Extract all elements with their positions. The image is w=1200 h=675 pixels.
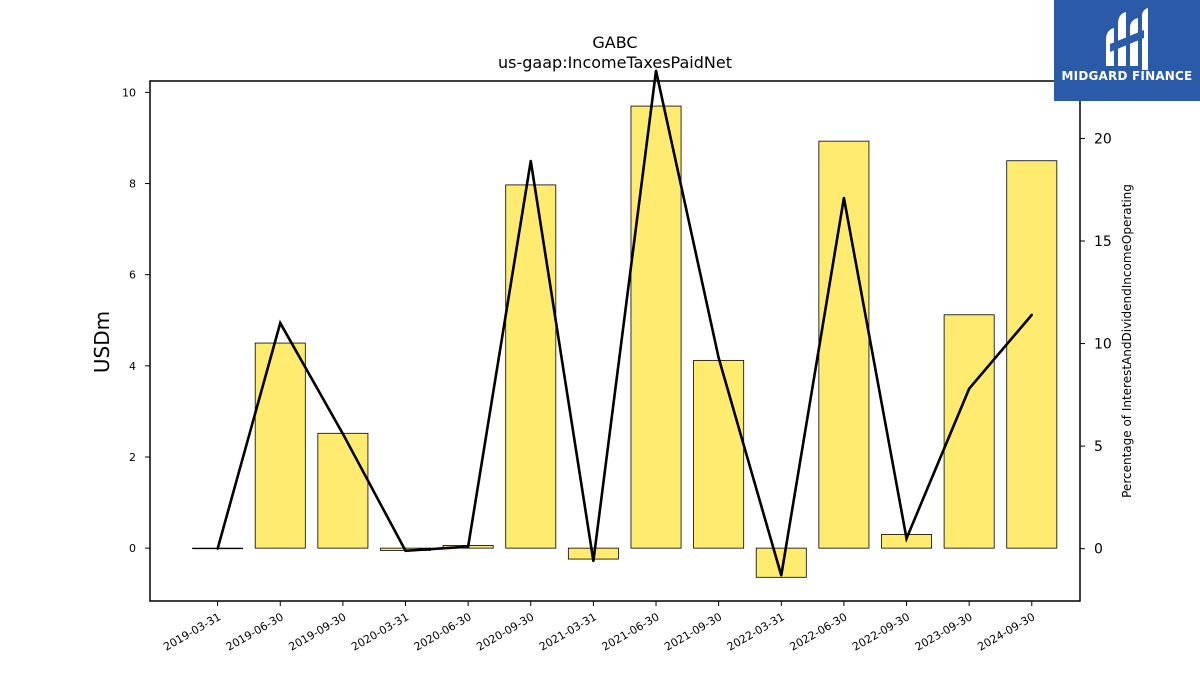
line-group	[216, 69, 1033, 577]
bar-2019-06-30	[254, 342, 306, 549]
y-tick-label: 8	[129, 178, 136, 191]
series-line	[216, 70, 1033, 576]
bar-2021-09-30	[693, 359, 745, 549]
bar-2021-06-30	[630, 105, 682, 549]
bar-2020-09-30	[505, 184, 557, 549]
y-tick-label: 4	[129, 360, 136, 373]
x-tick-label: 2021-06-30	[600, 610, 662, 653]
x-tick-label: 2022-06-30	[788, 610, 850, 653]
line-point-2021-09-30	[717, 356, 720, 360]
x-tick-label: 2021-03-31	[537, 610, 599, 653]
x-tick-label: 2020-03-31	[349, 610, 411, 653]
midgard-logo-icon	[1106, 8, 1148, 70]
x-tick-label: 2022-09-30	[850, 610, 912, 653]
bar-2022-06-30	[818, 140, 870, 549]
bar-2024-09-30	[1006, 160, 1058, 549]
y2-tick-label: 10	[1094, 337, 1112, 353]
line-point-2020-09-30	[529, 159, 532, 163]
y2-tick-label: 5	[1094, 439, 1103, 455]
y-axis-label: USDm	[90, 311, 114, 373]
line-point-2022-09-30	[905, 537, 908, 540]
bar-2019-09-30	[317, 432, 369, 549]
x-tick-label: 2020-06-30	[412, 610, 474, 653]
y-tick-label: 6	[129, 269, 136, 282]
line-point-2021-06-30	[654, 69, 658, 72]
bars-group	[192, 105, 1058, 578]
x-tick-label: 2019-06-30	[224, 610, 286, 653]
line-point-2019-09-30	[341, 432, 345, 436]
logo-name: MIDGARD FINANCE	[1061, 69, 1193, 83]
x-tick-label: 2022-03-31	[725, 610, 787, 653]
x-tick-label: 2024-09-30	[975, 610, 1037, 653]
line-point-2019-06-30	[279, 321, 282, 325]
line-point-2020-06-30	[466, 545, 470, 548]
y-tick-label: 2	[129, 451, 136, 464]
x-tick-label: 2019-03-31	[161, 610, 223, 653]
plot-frame	[149, 80, 1081, 602]
y-tick-label: 0	[129, 542, 136, 555]
x-tick-label: 2023-09-30	[913, 610, 975, 653]
line-point-2019-03-31	[216, 547, 219, 550]
x-tick-label: 2020-09-30	[474, 610, 536, 653]
line-point-2022-03-31	[780, 574, 783, 577]
midgard-finance-logo: MIDGARD FINANCE	[1054, 0, 1200, 101]
line-point-2020-03-31	[404, 549, 407, 552]
line-point-2023-09-30	[967, 387, 971, 390]
y-tick-label: 10	[122, 86, 136, 99]
line-point-2022-06-30	[842, 196, 846, 200]
x-tick-label: 2021-09-30	[662, 610, 724, 653]
y2-tick-label: 0	[1094, 542, 1103, 558]
y2-tick-label: 20	[1094, 131, 1112, 147]
y2-axis-label: Percentage of InterestAndDividendIncomeO…	[1120, 184, 1134, 498]
y2-tick-label: 15	[1094, 234, 1112, 250]
chart-subtitle: us-gaap:IncomeTaxesPaidNet	[498, 53, 732, 72]
chart-title: GABC	[592, 33, 637, 52]
line-point-2021-03-31	[592, 559, 595, 563]
line-point-2024-09-30	[1030, 313, 1033, 317]
x-tick-label: 2019-09-30	[287, 610, 349, 653]
